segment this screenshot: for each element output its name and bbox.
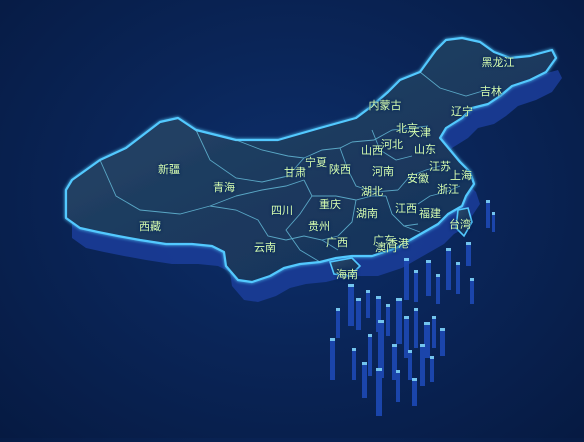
island-column [392, 346, 397, 380]
island-top [352, 348, 356, 351]
island-top [414, 308, 418, 311]
island-column [414, 310, 418, 348]
island-top [368, 334, 372, 337]
island-column [378, 322, 384, 378]
island-top [404, 258, 409, 261]
island-column [432, 318, 436, 348]
island-column [336, 310, 340, 338]
island-top [466, 242, 471, 245]
island-column [396, 300, 402, 344]
island-top [366, 290, 370, 293]
island-top [362, 362, 367, 365]
province-border [99, 159, 237, 215]
province-border [351, 125, 429, 143]
island-top [404, 316, 409, 319]
island-column [492, 214, 495, 232]
island-top [336, 308, 340, 311]
island-top [420, 344, 425, 347]
island-top [426, 260, 431, 263]
island-column [362, 364, 367, 398]
island-column [470, 280, 474, 304]
province-border [321, 199, 357, 241]
province-border [195, 129, 289, 183]
island-column [376, 370, 382, 416]
province-border [403, 225, 421, 233]
island-column [408, 352, 412, 380]
island-top [432, 316, 436, 319]
province-border [235, 179, 305, 197]
island-top [386, 304, 390, 307]
island-top [356, 298, 361, 301]
province-border [339, 147, 399, 193]
island-top [456, 262, 460, 265]
province-border [397, 165, 441, 191]
island-top [424, 322, 430, 325]
island-column [366, 292, 370, 318]
island-column [424, 324, 430, 358]
island-top [378, 320, 384, 323]
island-column [412, 380, 417, 406]
island-top [436, 274, 440, 277]
island-column [430, 358, 434, 382]
island-column [404, 260, 409, 300]
island-column [486, 202, 490, 228]
map-surface [64, 36, 558, 284]
island-column [446, 250, 451, 290]
island-column [414, 272, 418, 302]
island-top [348, 284, 354, 287]
island-column [404, 318, 409, 358]
island-top [408, 350, 412, 353]
island-column [466, 244, 471, 266]
island-column [440, 330, 445, 356]
taiwan-region[interactable] [455, 207, 473, 238]
island-top [470, 278, 474, 281]
island-column [396, 372, 400, 402]
province-border [417, 185, 461, 205]
island-top [440, 328, 445, 331]
province-border [419, 71, 487, 97]
island-top [430, 356, 434, 359]
island-top [492, 212, 495, 215]
island-column [368, 336, 372, 376]
island-top [392, 344, 397, 347]
island-top [486, 200, 490, 203]
province-border [371, 129, 413, 161]
island-top [396, 370, 400, 373]
island-top [330, 338, 335, 341]
island-column [426, 262, 431, 296]
island-column [456, 264, 460, 294]
province-border [235, 139, 305, 159]
island-top [414, 270, 418, 273]
province-border [209, 205, 287, 241]
province-borders [99, 71, 487, 263]
island-top [376, 368, 382, 371]
island-column [356, 300, 361, 330]
province-border [285, 179, 321, 263]
south-sea-islands [330, 200, 495, 416]
island-column [436, 276, 440, 304]
island-column [330, 340, 335, 380]
island-top [376, 296, 381, 299]
province-border [385, 195, 419, 227]
province-border [287, 141, 353, 177]
island-top [396, 298, 402, 301]
island-column [386, 306, 390, 336]
island-column [348, 286, 354, 326]
hainan-region[interactable] [328, 257, 362, 277]
island-top [446, 248, 451, 251]
province-border [285, 235, 339, 251]
island-column [352, 350, 356, 380]
island-top [412, 378, 417, 381]
island-column [376, 298, 381, 332]
island-column [420, 346, 425, 386]
